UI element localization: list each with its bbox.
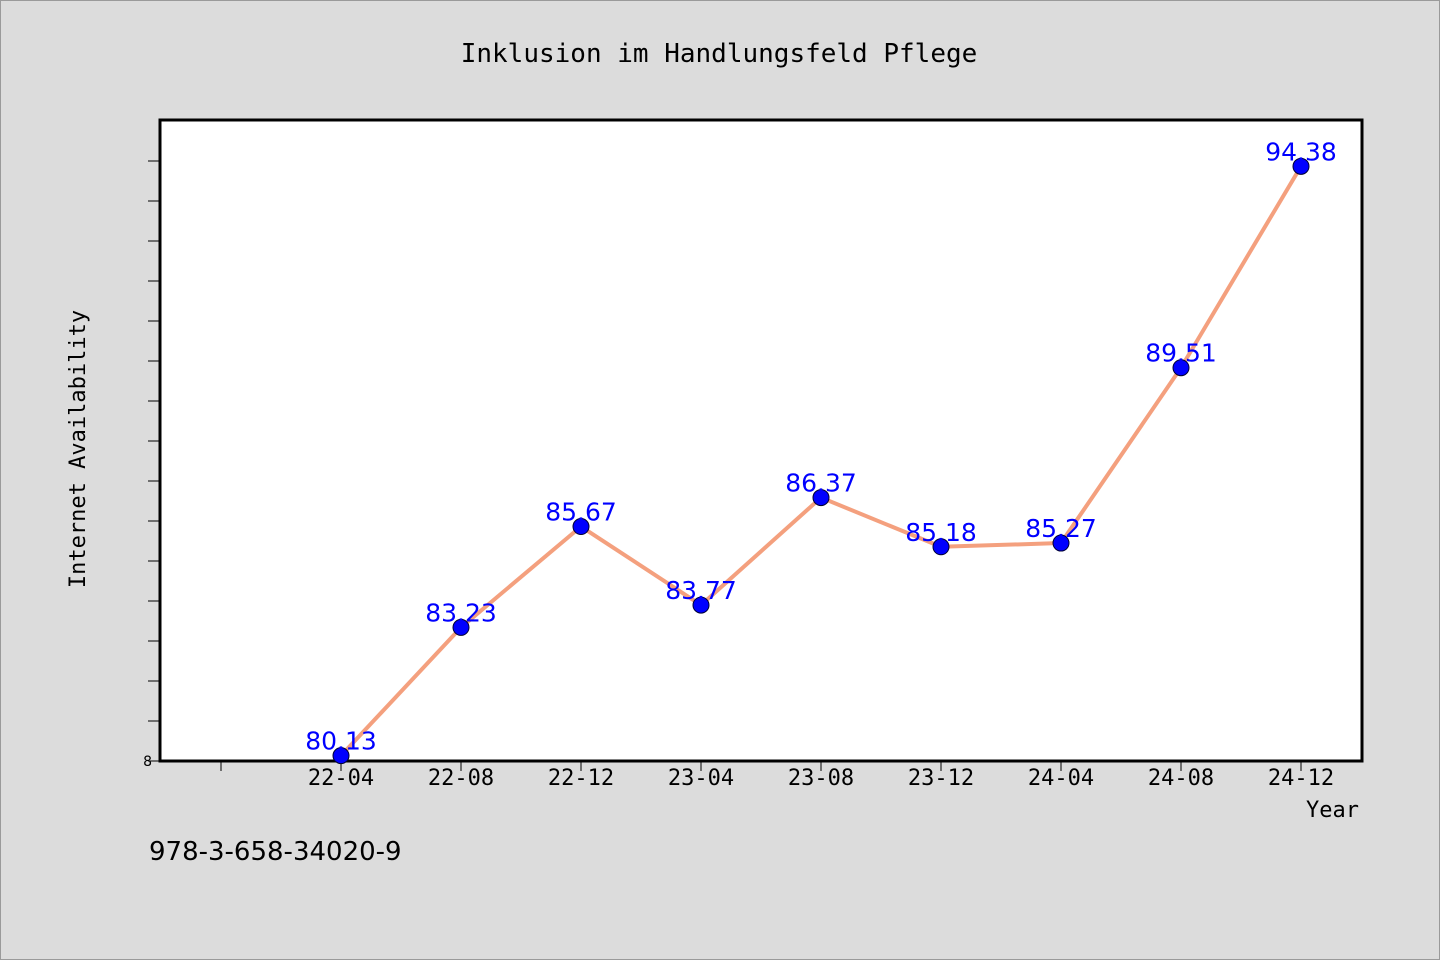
data-point [572,518,590,536]
data-point [452,618,470,636]
data-label: 83.77 [665,576,737,605]
y-axis-ticks: 8 [143,160,160,770]
data-point [932,538,950,556]
y-axis-label: Internet Availability [66,310,91,588]
data-point [1292,157,1310,175]
data-label: 83.23 [425,598,497,627]
x-tick-label: 22-08 [428,766,494,791]
data-label: 86.37 [785,469,857,498]
x-tick-label: 23-12 [908,766,974,791]
chart-title: Inklusion im Handlungsfeld Pflege [461,39,978,69]
data-point [1172,359,1190,377]
data-label: 94.38 [1265,137,1337,166]
isbn-note: 978-3-658-34020-9 [149,837,402,867]
data-point [332,747,350,765]
plot-area [158,118,1364,763]
data-point [692,596,710,614]
y-tick-label: 8 [143,754,152,770]
x-tick-label: 23-08 [788,766,854,791]
data-label: 85.67 [545,498,617,527]
x-tick-label: 22-04 [308,766,374,791]
data-label: 89.51 [1145,339,1217,368]
x-axis-label: Year [1306,798,1359,823]
data-point [812,489,830,507]
data-label: 80.13 [305,727,377,756]
x-tick-label: 24-12 [1268,766,1334,791]
x-tick-label: 23-04 [668,766,734,791]
x-tick-label: 24-04 [1028,766,1094,791]
data-label: 85.18 [905,518,977,547]
x-tick-label: 24-08 [1148,766,1214,791]
series-layer [332,157,1310,765]
x-tick-label: 22-12 [548,766,614,791]
data-label-layer: 80.13 83.23 85.67 83.77 86.37 85.18 85.27 89.51… [305,137,1337,755]
data-point [1052,534,1070,552]
data-label: 85.27 [1025,514,1097,543]
x-axis-ticks: 22-04 22-08 22-12 23-04 23-08 23-12 24-04 24-08… [220,761,1334,791]
